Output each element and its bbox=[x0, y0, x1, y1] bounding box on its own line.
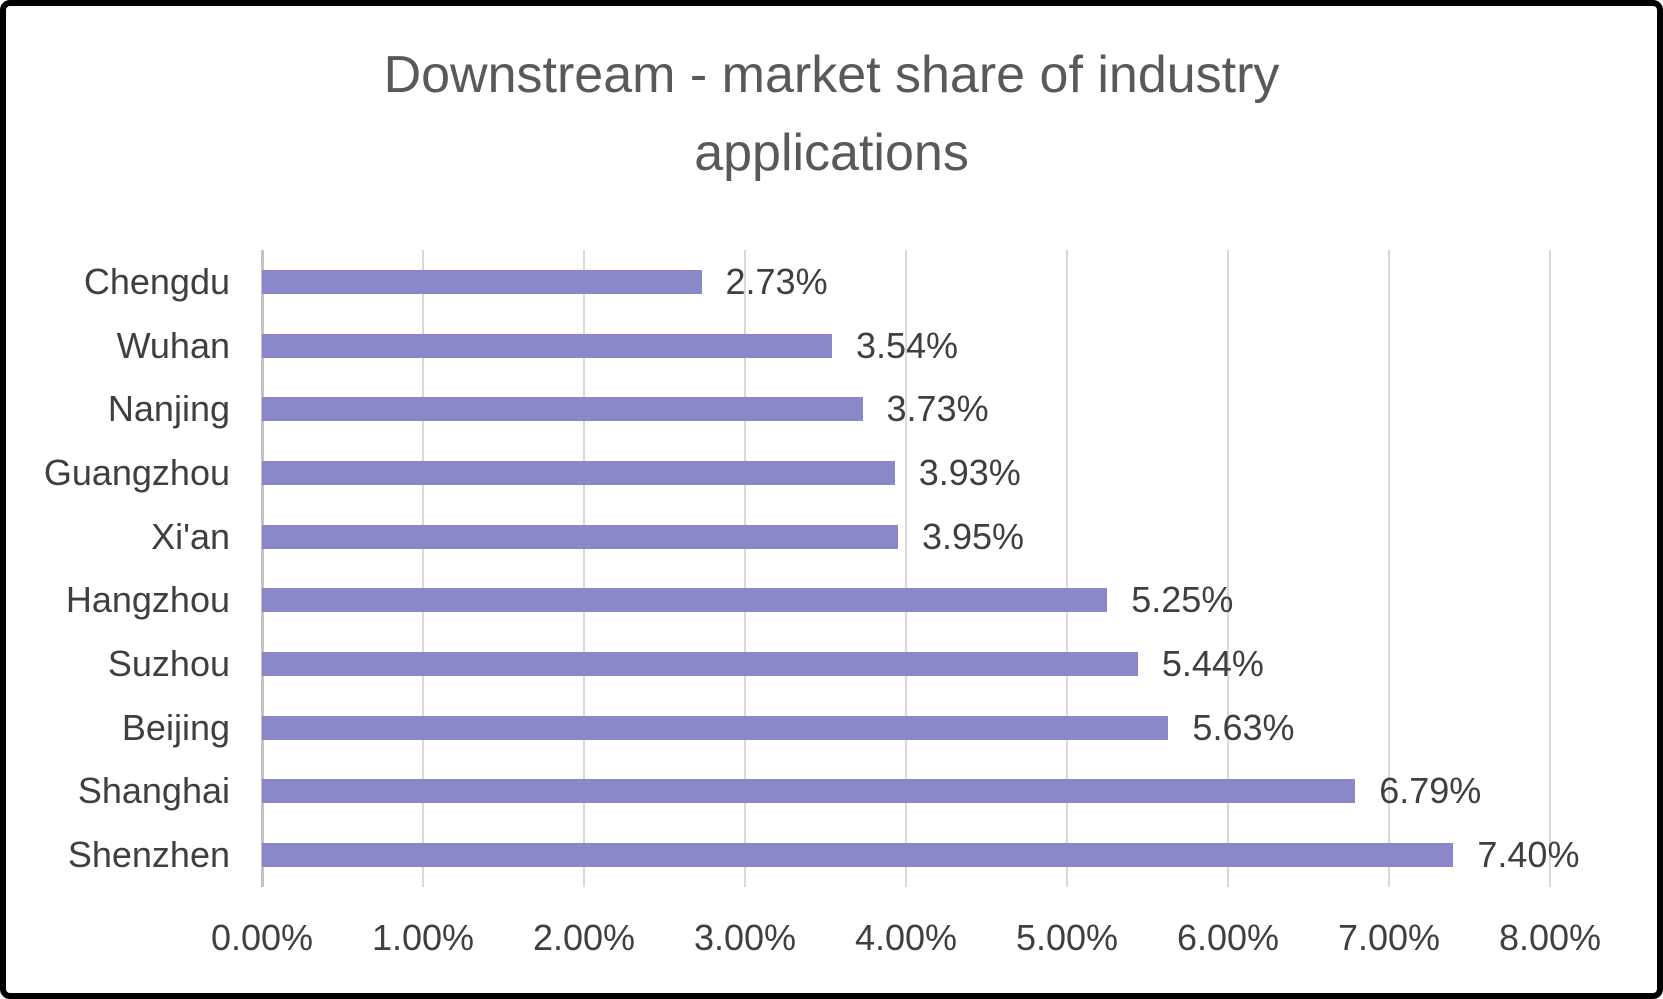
x-tick-label: 4.00% bbox=[854, 917, 958, 958]
bar bbox=[262, 524, 898, 549]
chart-title: Downstream - market share of industry ap… bbox=[383, 46, 1280, 182]
bar-value-label: 5.44% bbox=[1161, 643, 1264, 685]
bar bbox=[262, 779, 1356, 804]
category-label: Hangzhou bbox=[65, 579, 230, 621]
category-label: Shenzhen bbox=[67, 834, 230, 876]
x-tick-label: 6.00% bbox=[1176, 917, 1280, 958]
bar-value-label: 3.73% bbox=[886, 388, 989, 430]
gridline bbox=[905, 250, 907, 887]
category-label: Chengdu bbox=[83, 260, 230, 302]
bar-value-label: 5.63% bbox=[1192, 706, 1295, 748]
gridline bbox=[1388, 250, 1390, 887]
bar-value-label: 3.54% bbox=[855, 324, 959, 366]
bar bbox=[262, 715, 1169, 740]
bar-value-label: 7.40% bbox=[1477, 834, 1580, 876]
gridline bbox=[583, 250, 585, 887]
x-tick-label: 3.00% bbox=[693, 917, 797, 958]
bar-value-label: 3.95% bbox=[921, 515, 1025, 557]
bar bbox=[262, 397, 863, 422]
x-tick-label: 0.00% bbox=[210, 917, 314, 958]
gridline bbox=[744, 250, 746, 887]
bar-value-label: 3.93% bbox=[918, 451, 1021, 493]
bar bbox=[262, 333, 832, 358]
bar-value-label: 6.79% bbox=[1379, 770, 1482, 812]
bar bbox=[262, 460, 895, 485]
category-label: Shanghai bbox=[77, 770, 230, 812]
category-label: Nanjing bbox=[107, 388, 230, 430]
bar-value-label: 2.73% bbox=[725, 260, 828, 302]
gridline bbox=[422, 250, 424, 887]
category-label: Suzhou bbox=[107, 643, 230, 685]
x-tick-label: 2.00% bbox=[532, 917, 636, 958]
bar bbox=[262, 843, 1454, 868]
x-tick-label: 7.00% bbox=[1337, 917, 1441, 958]
category-label: Xi'an bbox=[151, 515, 230, 557]
gridline bbox=[1066, 250, 1068, 887]
category-label: Wuhan bbox=[116, 324, 230, 366]
bar bbox=[262, 269, 702, 294]
x-tick-label: 8.00% bbox=[1498, 917, 1602, 958]
gridline bbox=[1549, 250, 1551, 887]
category-label: Guangzhou bbox=[43, 451, 230, 493]
bar-value-label: 5.25% bbox=[1131, 579, 1234, 621]
category-label: Beijing bbox=[121, 706, 230, 748]
plot-area: 2.73% 3.54% 3.73% 3.93% 3.95% 5.25% 5.44% 5.63%… bbox=[261, 250, 1579, 887]
x-tick-label: 1.00% bbox=[371, 917, 475, 958]
bar bbox=[262, 588, 1108, 613]
category-axis-line bbox=[261, 250, 264, 887]
gridline bbox=[1227, 250, 1229, 887]
x-tick-label: 5.00% bbox=[1015, 917, 1119, 958]
bar bbox=[262, 652, 1138, 677]
